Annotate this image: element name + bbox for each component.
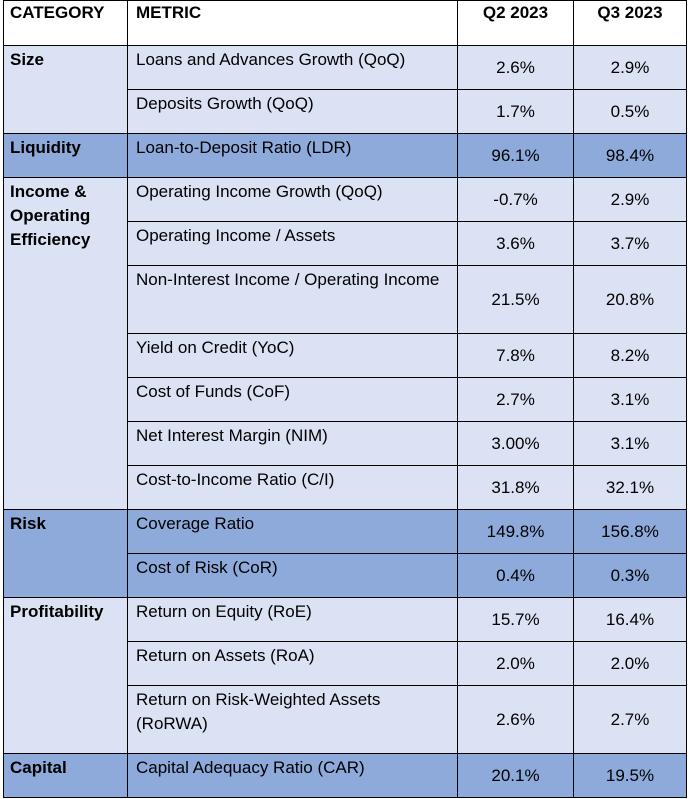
table-row: Liquidity Loan-to-Deposit Ratio (LDR) 96… — [3, 133, 687, 178]
q3-value: 2.9% — [573, 177, 687, 222]
q2-value: 1.7% — [457, 89, 574, 134]
q3-value: 0.5% — [573, 89, 687, 134]
table-row: Net Interest Margin (NIM) 3.00% 3.1% — [3, 421, 687, 466]
q3-value: 2.0% — [573, 641, 687, 686]
header-q3: Q3 2023 — [573, 0, 687, 46]
metric-cell: Capital Adequacy Ratio (CAR) — [127, 753, 458, 798]
category-size: Size — [3, 45, 128, 134]
metric-cell: Operating Income Growth (QoQ) — [127, 177, 458, 222]
q3-value: 156.8% — [573, 509, 687, 554]
metric-cell: Cost of Risk (CoR) — [127, 553, 458, 598]
q3-value: 3.7% — [573, 221, 687, 266]
table-row: Risk Coverage Ratio 149.8% 156.8% — [3, 509, 687, 598]
q2-value: 15.7% — [457, 597, 574, 642]
metric-cell: Net Interest Margin (NIM) — [127, 421, 458, 466]
metric-cell: Deposits Growth (QoQ) — [127, 89, 458, 134]
q2-value: 31.8% — [457, 465, 574, 510]
metrics-table: CATEGORY METRIC Q2 2023 Q3 2023 Size Loa… — [3, 0, 687, 798]
category-liquidity: Liquidity — [3, 133, 128, 178]
metric-cell: Loan-to-Deposit Ratio (LDR) — [127, 133, 458, 178]
category-risk: Risk — [3, 509, 128, 598]
q2-value: -0.7% — [457, 177, 574, 222]
category-capital: Capital — [3, 753, 128, 798]
metric-cell: Return on Risk-Weighted Assets (RoRWA) — [127, 685, 458, 754]
header-q2: Q2 2023 — [457, 0, 574, 46]
table-row: Size Loans and Advances Growth (QoQ) 2.6… — [3, 45, 687, 134]
q2-value: 21.5% — [457, 265, 574, 334]
q3-value: 32.1% — [573, 465, 687, 510]
q2-value: 20.1% — [457, 753, 574, 798]
q2-value: 149.8% — [457, 509, 574, 554]
q2-value: 3.6% — [457, 221, 574, 266]
table-row: Income & Operating Efficiency Operating … — [3, 177, 687, 510]
q3-value: 98.4% — [573, 133, 687, 178]
q3-value: 2.9% — [573, 45, 687, 90]
q2-value: 2.0% — [457, 641, 574, 686]
table-row: Profitability Return on Equity (RoE) 15.… — [3, 597, 687, 754]
q3-value: 20.8% — [573, 265, 687, 334]
metric-cell: Coverage Ratio — [127, 509, 458, 554]
metric-cell: Cost-to-Income Ratio (C/I) — [127, 465, 458, 510]
q3-value: 8.2% — [573, 333, 687, 378]
header-category: CATEGORY — [3, 0, 128, 46]
q2-value: 96.1% — [457, 133, 574, 178]
metric-cell: Yield on Credit (YoC) — [127, 333, 458, 378]
q2-value: 2.6% — [457, 45, 574, 90]
q3-value: 3.1% — [573, 421, 687, 466]
category-profitability: Profitability — [3, 597, 128, 754]
table-row: Deposits Growth (QoQ) 1.7% 0.5% — [3, 89, 687, 134]
q3-value: 3.1% — [573, 377, 687, 422]
metric-cell: Cost of Funds (CoF) — [127, 377, 458, 422]
q2-value: 3.00% — [457, 421, 574, 466]
q3-value: 0.3% — [573, 553, 687, 598]
metric-cell: Operating Income / Assets — [127, 221, 458, 266]
q2-value: 2.7% — [457, 377, 574, 422]
metric-cell: Return on Assets (RoA) — [127, 641, 458, 686]
header-row: CATEGORY METRIC Q2 2023 Q3 2023 — [3, 0, 687, 46]
category-income-operating-efficiency: Income & Operating Efficiency — [3, 177, 128, 510]
header-metric: METRIC — [127, 0, 458, 46]
q3-value: 19.5% — [573, 753, 687, 798]
metric-cell: Loans and Advances Growth (QoQ) — [127, 45, 458, 90]
q3-value: 16.4% — [573, 597, 687, 642]
q2-value: 7.8% — [457, 333, 574, 378]
metric-cell: Non-Interest Income / Operating Income — [127, 265, 458, 334]
q2-value: 0.4% — [457, 553, 574, 598]
q3-value: 2.7% — [573, 685, 687, 754]
table-row: Capital Capital Adequacy Ratio (CAR) 20.… — [3, 753, 687, 798]
metric-cell: Return on Equity (RoE) — [127, 597, 458, 642]
q2-value: 2.6% — [457, 685, 574, 754]
